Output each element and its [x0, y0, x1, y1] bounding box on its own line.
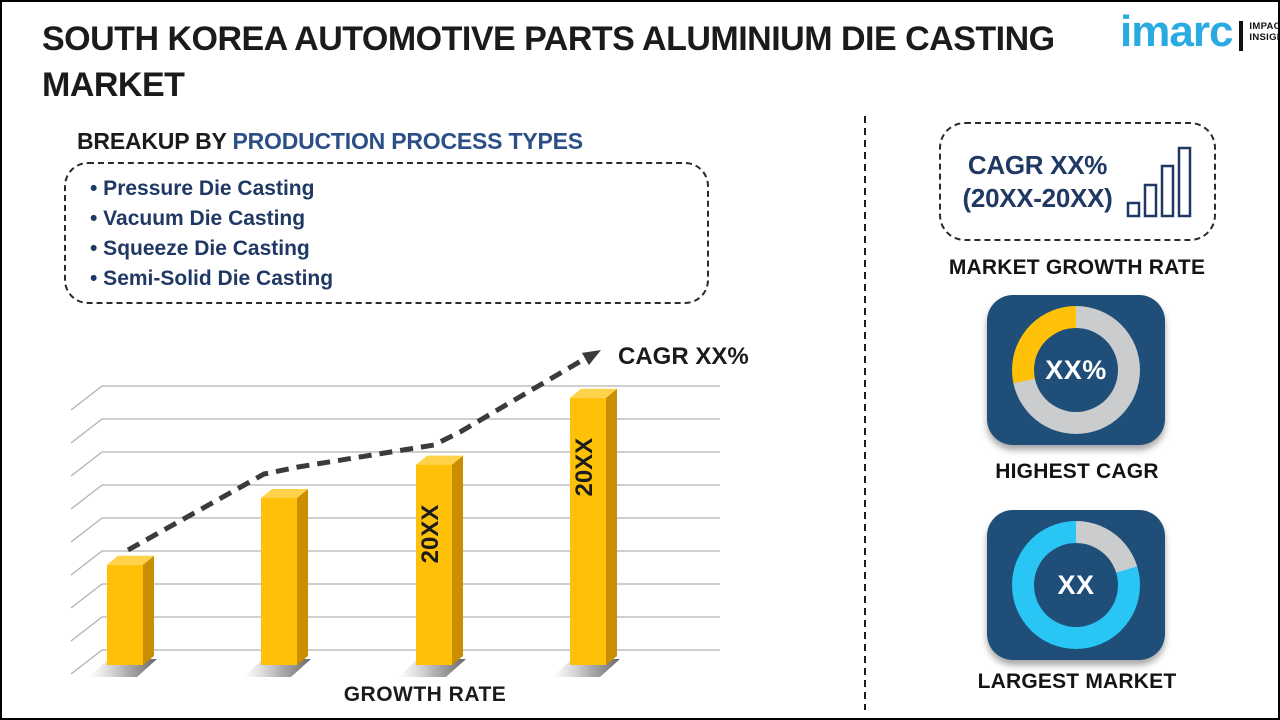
breakup-list-box: • Pressure Die Casting • Vacuum Die Cast…: [64, 162, 709, 304]
cagr-callout-text: CAGR XX% (20XX-20XX): [963, 149, 1113, 215]
highest-cagr-donut: XX%: [1012, 306, 1140, 434]
market-growth-rate-label: MARKET GROWTH RATE: [948, 256, 1206, 279]
largest-market-label: LARGEST MARKET: [977, 670, 1177, 693]
bar-3d: [107, 555, 154, 665]
cagr-period: (20XX-20XX): [962, 182, 1113, 213]
logo-tagline-line2: INSIGHTS: [1249, 32, 1278, 43]
chart-bars: [107, 388, 617, 665]
imarc-logo: imarc IMPACTFUL INSIGHTS: [1120, 7, 1278, 56]
highest-cagr-card: XX%: [987, 295, 1165, 445]
logo-tagline-line1: IMPACTFUL: [1249, 21, 1278, 32]
bar-3d: [570, 388, 617, 665]
bar-shadows: [89, 659, 620, 677]
breakup-heading-black: BREAKUP BY: [77, 128, 227, 154]
logo-divider-bar: [1239, 21, 1244, 51]
trend-arrow-head: [581, 350, 601, 366]
rising-bars-icon: [1127, 146, 1192, 217]
largest-market-value: XX: [1034, 543, 1118, 627]
page-title-line1: SOUTH KOREA AUTOMOTIVE PARTS ALUMINIUM D…: [42, 20, 1055, 58]
chart-gridlines: [70, 385, 720, 675]
logo-tagline: IMPACTFUL INSIGHTS: [1249, 21, 1278, 43]
bar-labels: 20XX 20XX: [417, 438, 598, 564]
cagr-callout-box: CAGR XX% (20XX-20XX): [939, 122, 1216, 241]
breakup-heading: BREAKUP BY PRODUCTION PROCESS TYPES: [77, 128, 583, 155]
bar-year-label: 20XX: [417, 505, 444, 564]
bar-3d: [416, 455, 463, 665]
imarc-logo-wordmark: imarc: [1120, 7, 1233, 56]
list-item: • Pressure Die Casting: [90, 177, 315, 200]
trend-arrow-label: CAGR XX%: [618, 343, 749, 370]
highest-cagr-label: HIGHEST CAGR: [995, 460, 1159, 483]
growth-chart: 20XX 20XX CAGR XX% GROWTH RATE: [70, 343, 749, 706]
page-title-line2: MARKET: [42, 66, 185, 104]
list-item: • Squeeze Die Casting: [90, 237, 310, 260]
largest-market-donut: XX: [1012, 521, 1140, 649]
largest-market-card: XX: [987, 510, 1165, 660]
trend-arrow-line: [126, 355, 588, 553]
bar-year-label: 20XX: [571, 438, 598, 497]
breakup-heading-blue: PRODUCTION PROCESS TYPES: [232, 128, 583, 154]
chart-x-axis-label: GROWTH RATE: [344, 683, 507, 706]
highest-cagr-value: XX%: [1034, 328, 1118, 412]
section-divider: [864, 116, 866, 710]
list-item: • Vacuum Die Casting: [90, 207, 306, 230]
list-item: • Semi-Solid Die Casting: [90, 267, 334, 290]
cagr-value: CAGR XX%: [967, 149, 1108, 180]
bar-3d: [261, 489, 308, 665]
page-title: SOUTH KOREA AUTOMOTIVE PARTS ALUMINIUM D…: [42, 16, 1082, 108]
